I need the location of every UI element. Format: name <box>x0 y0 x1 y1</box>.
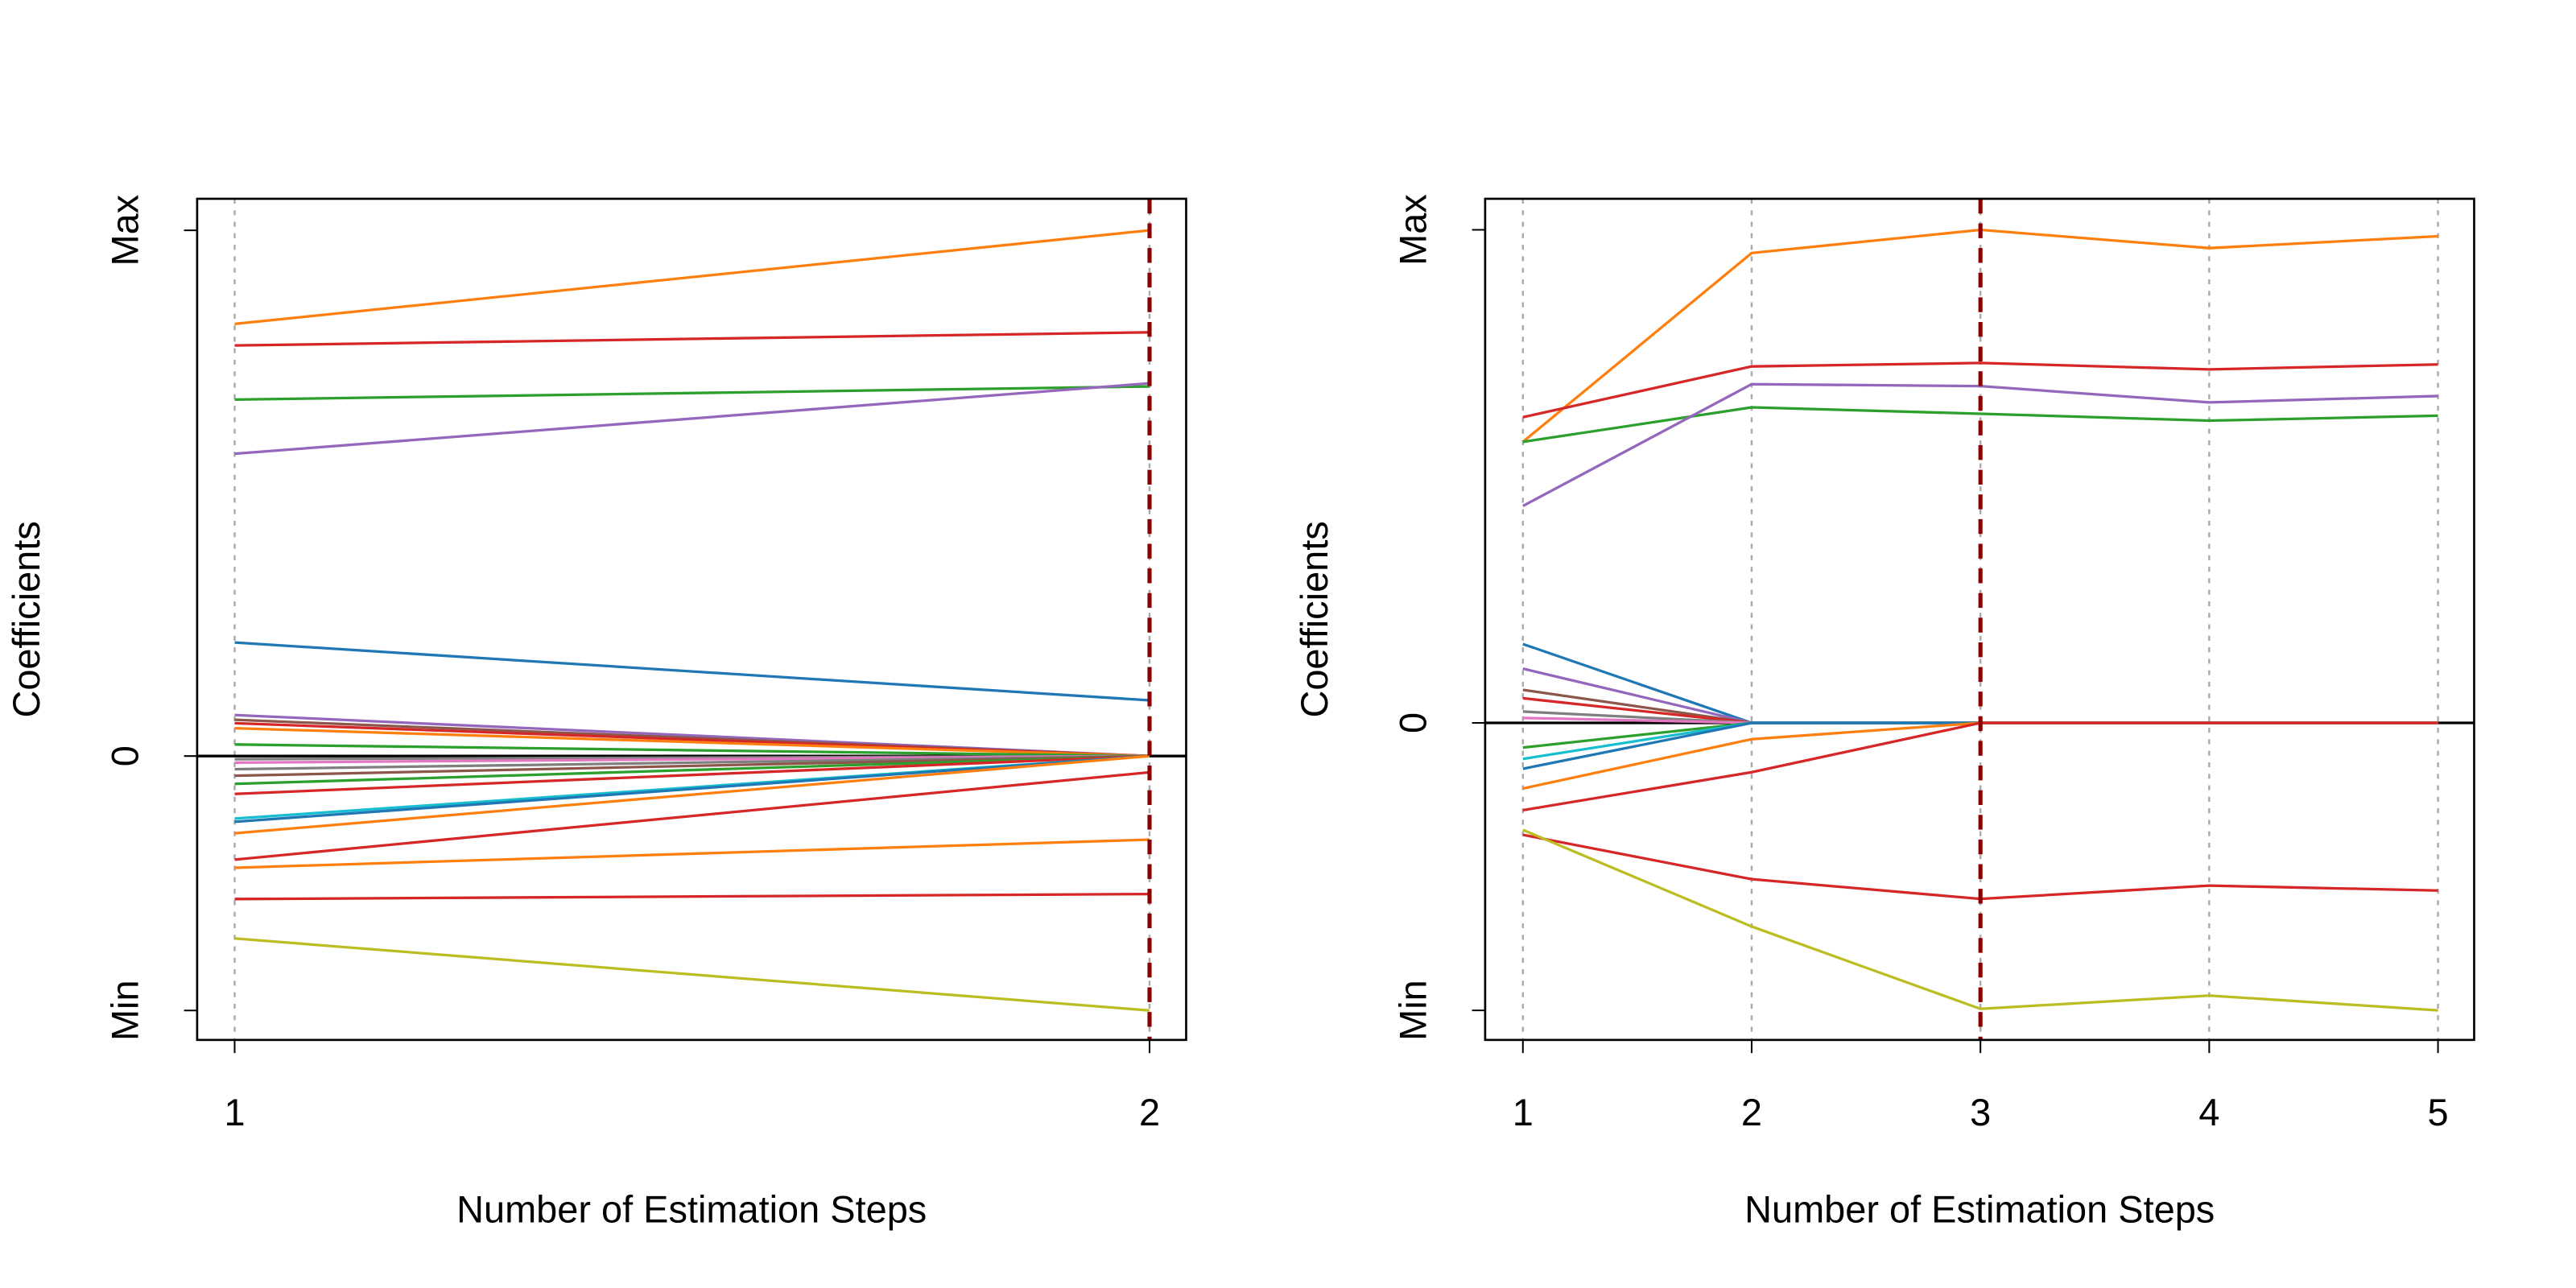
series-line <box>234 331 1150 347</box>
series-line <box>234 754 1150 778</box>
y-tick-label: 0 <box>1393 712 1435 733</box>
y-tick-label: Max <box>1393 194 1435 266</box>
series-line <box>234 382 1150 456</box>
x-axis-label: Number of Estimation Steps <box>456 1189 927 1231</box>
y-axis-label: Coefficients <box>1294 521 1335 717</box>
x-tick-label: 2 <box>1741 1092 1762 1133</box>
series-line <box>1522 382 2438 507</box>
series-line <box>234 892 1150 901</box>
series-line <box>1522 828 2438 1012</box>
series-line <box>1522 361 2438 419</box>
series-line <box>234 385 1150 402</box>
y-tick-label: Min <box>1393 980 1435 1041</box>
y-tick-label: Min <box>105 980 147 1041</box>
series-line <box>1522 406 2438 444</box>
y-axis-label: Coefficients <box>6 521 47 717</box>
x-tick-label: 1 <box>224 1092 245 1133</box>
x-tick-label: 3 <box>1970 1092 1991 1133</box>
plot-box <box>1484 197 2475 1042</box>
x-tick-label: 1 <box>1513 1092 1534 1133</box>
series-line <box>234 754 1150 786</box>
series-line <box>234 754 1150 835</box>
series-line <box>234 754 1150 795</box>
x-tick-label: 2 <box>1139 1092 1160 1133</box>
series-line <box>234 754 1150 824</box>
plot-box <box>196 197 1187 1042</box>
x-axis-label: Number of Estimation Steps <box>1744 1189 2215 1231</box>
x-tick-label: 5 <box>2428 1092 2449 1133</box>
x-tick-label: 4 <box>2198 1092 2219 1133</box>
series-line <box>234 229 1150 325</box>
y-tick-label: Max <box>105 195 147 266</box>
series-line <box>234 937 1150 1012</box>
y-tick-label: 0 <box>105 745 147 766</box>
series-line <box>234 726 1150 758</box>
series-line <box>234 641 1150 702</box>
series-line <box>234 743 1150 758</box>
series-line <box>234 838 1150 869</box>
series-line <box>234 770 1150 861</box>
